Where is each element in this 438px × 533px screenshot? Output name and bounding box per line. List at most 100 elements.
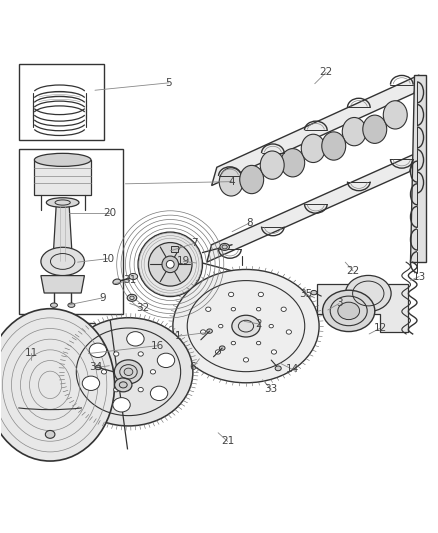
Text: 11: 11 — [25, 348, 38, 358]
Ellipse shape — [138, 232, 202, 296]
Ellipse shape — [113, 279, 120, 285]
Polygon shape — [207, 154, 414, 262]
Ellipse shape — [207, 329, 212, 333]
Ellipse shape — [232, 315, 260, 337]
Ellipse shape — [256, 308, 261, 311]
Ellipse shape — [240, 165, 264, 193]
Ellipse shape — [219, 325, 223, 328]
Text: 19: 19 — [177, 256, 190, 266]
Ellipse shape — [301, 134, 325, 163]
Ellipse shape — [162, 256, 179, 272]
Polygon shape — [34, 160, 91, 195]
Bar — [171, 246, 178, 252]
Ellipse shape — [113, 398, 130, 412]
Ellipse shape — [219, 346, 225, 350]
Polygon shape — [410, 75, 426, 262]
Ellipse shape — [281, 149, 305, 177]
Ellipse shape — [173, 270, 319, 383]
Ellipse shape — [68, 303, 75, 308]
Ellipse shape — [206, 307, 211, 311]
Ellipse shape — [129, 273, 138, 279]
Ellipse shape — [157, 353, 175, 368]
Text: 4: 4 — [229, 176, 235, 187]
Polygon shape — [41, 276, 85, 293]
Text: 3: 3 — [336, 298, 343, 309]
Ellipse shape — [46, 198, 79, 207]
Text: 14: 14 — [286, 364, 299, 374]
Text: 22: 22 — [319, 67, 333, 77]
Text: 21: 21 — [221, 437, 234, 447]
Ellipse shape — [41, 247, 85, 276]
Text: 32: 32 — [136, 303, 149, 313]
Text: 13: 13 — [413, 271, 426, 281]
Polygon shape — [317, 284, 408, 332]
Ellipse shape — [150, 370, 155, 374]
Text: 31: 31 — [123, 276, 136, 286]
Ellipse shape — [82, 376, 100, 391]
Ellipse shape — [220, 244, 230, 251]
Ellipse shape — [231, 308, 236, 311]
Text: 7: 7 — [191, 238, 198, 248]
Ellipse shape — [215, 350, 221, 354]
Ellipse shape — [89, 343, 106, 358]
Ellipse shape — [338, 302, 360, 320]
Ellipse shape — [260, 151, 284, 179]
Ellipse shape — [219, 168, 243, 196]
Ellipse shape — [244, 358, 249, 362]
Ellipse shape — [275, 366, 281, 371]
Ellipse shape — [124, 368, 133, 376]
Ellipse shape — [0, 309, 115, 461]
Ellipse shape — [119, 382, 127, 388]
Text: 34: 34 — [90, 362, 103, 373]
Ellipse shape — [101, 370, 106, 374]
Ellipse shape — [269, 325, 273, 328]
Text: 2: 2 — [256, 319, 262, 329]
Text: 20: 20 — [104, 208, 117, 219]
Ellipse shape — [113, 352, 119, 356]
Ellipse shape — [258, 292, 264, 296]
Ellipse shape — [95, 365, 101, 370]
Text: 22: 22 — [346, 266, 360, 276]
Text: 6: 6 — [190, 362, 196, 373]
Ellipse shape — [346, 276, 391, 312]
Ellipse shape — [229, 292, 234, 296]
Polygon shape — [212, 75, 419, 185]
Ellipse shape — [113, 387, 119, 392]
Ellipse shape — [286, 330, 291, 334]
Ellipse shape — [150, 386, 168, 400]
Text: 1: 1 — [175, 331, 182, 341]
Text: 5: 5 — [166, 78, 172, 88]
Text: 9: 9 — [99, 293, 106, 303]
Bar — [19, 149, 123, 314]
Ellipse shape — [322, 290, 375, 332]
Polygon shape — [53, 206, 72, 262]
Ellipse shape — [114, 360, 143, 384]
Text: 16: 16 — [151, 341, 164, 351]
Ellipse shape — [115, 378, 132, 392]
Ellipse shape — [201, 330, 206, 334]
Bar — [19, 323, 95, 367]
Ellipse shape — [34, 154, 91, 166]
Ellipse shape — [127, 294, 137, 301]
Ellipse shape — [64, 318, 193, 426]
Ellipse shape — [138, 387, 143, 392]
Text: 10: 10 — [102, 254, 115, 264]
Text: 35: 35 — [300, 289, 313, 299]
Ellipse shape — [231, 341, 236, 345]
Ellipse shape — [311, 290, 317, 295]
Ellipse shape — [256, 341, 261, 345]
Ellipse shape — [322, 132, 346, 160]
Bar — [19, 64, 104, 140]
Ellipse shape — [383, 101, 407, 129]
Ellipse shape — [272, 350, 276, 354]
Text: 8: 8 — [246, 218, 253, 228]
Ellipse shape — [363, 115, 387, 143]
Ellipse shape — [342, 117, 366, 146]
Text: 12: 12 — [374, 324, 387, 333]
Ellipse shape — [166, 261, 174, 268]
Ellipse shape — [148, 243, 192, 286]
Text: 33: 33 — [265, 384, 278, 394]
Ellipse shape — [138, 352, 143, 356]
Ellipse shape — [281, 307, 286, 311]
Ellipse shape — [50, 303, 57, 308]
